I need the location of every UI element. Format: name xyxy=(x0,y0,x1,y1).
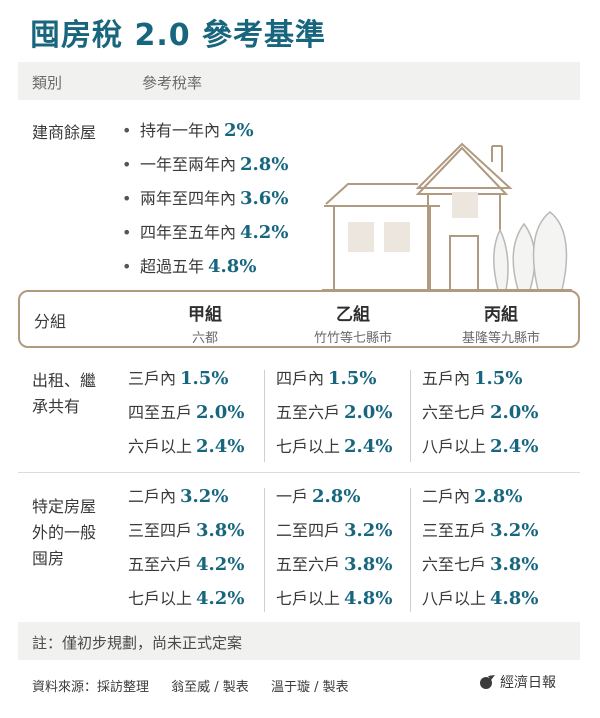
logo-mark-icon xyxy=(480,675,495,689)
list-item: 五至六戶 4.2% xyxy=(128,554,245,575)
list-item: 五至六戶 3.8% xyxy=(276,554,393,575)
house-illustration-icon xyxy=(322,142,572,290)
column-divider xyxy=(264,370,265,462)
group-b-name: 乙組 xyxy=(336,305,370,325)
note-band: 註：僅初步規劃，尚未正式定案 xyxy=(18,622,580,660)
rental-group-b-list: 四戶內 1.5% 五至六戶 2.0% 七戶以上 2.4% xyxy=(276,364,392,466)
builder-label: 建商餘屋 xyxy=(32,123,97,142)
group-header-box: 分組 甲組 六都 乙組 竹竹等七縣市 丙組 基隆等九縣市 xyxy=(18,290,580,348)
general-group-b-list: 一戶 2.8% 二至四戶 3.2% 五至六戶 3.8% 七戶以上 4.8% xyxy=(276,482,392,618)
list-item: 六至七戶 2.0% xyxy=(422,402,539,423)
note-text: 註：僅初步規劃，尚未正式定案 xyxy=(32,634,243,652)
column-divider xyxy=(264,488,265,612)
group-a-name: 甲組 xyxy=(188,305,222,325)
group-b-desc: 竹竹等七縣市 xyxy=(313,331,392,346)
publisher-logo: 經濟日報 xyxy=(478,672,556,692)
group-c-name: 丙組 xyxy=(484,305,518,325)
footer-credits: 資料來源：採訪整理 翁至威 / 製表 溫于璇 / 製表 xyxy=(32,676,367,695)
list-item: • 一年至兩年內 2.8% xyxy=(122,150,288,184)
list-item: 三至五戶 3.2% xyxy=(422,520,539,541)
table-header: 類別 參考稅率 xyxy=(18,62,580,100)
list-item: 四至五戶 2.0% xyxy=(128,402,245,423)
rental-group-a-list: 三戶內 1.5% 四至五戶 2.0% 六戶以上 2.4% xyxy=(128,364,244,466)
list-item: • 持有一年內 2% xyxy=(122,116,288,150)
column-divider xyxy=(410,370,411,462)
group-label: 分組 xyxy=(34,312,67,331)
rental-group-c-list: 五戶內 1.5% 六至七戶 2.0% 八戶以上 2.4% xyxy=(422,364,538,466)
header-category: 類別 xyxy=(32,74,63,92)
list-item: 七戶以上 4.2% xyxy=(128,588,245,609)
list-item: 三戶內 1.5% xyxy=(128,368,229,389)
general-group-a-list: 二戶內 3.2% 三至四戶 3.8% 五至六戶 4.2% 七戶以上 4.2% xyxy=(128,482,244,618)
general-label: 特定房屋 外的一般 囤房 xyxy=(32,497,97,568)
credit-1: 翁至威 / 製表 xyxy=(171,680,249,695)
group-c: 丙組 基隆等九縣市 xyxy=(426,300,576,346)
list-item: 六戶以上 2.4% xyxy=(128,436,245,457)
header-rate: 參考稅率 xyxy=(142,74,203,92)
bullet-icon: • xyxy=(122,155,132,174)
list-item: 五戶內 1.5% xyxy=(422,368,523,389)
bullet-icon: • xyxy=(122,121,132,140)
list-item: 三至四戶 3.8% xyxy=(128,520,245,541)
group-a: 甲組 六都 xyxy=(130,300,280,346)
credit-2: 溫于璇 / 製表 xyxy=(270,680,349,695)
group-a-desc: 六都 xyxy=(191,331,218,346)
list-item: 一戶 2.8% xyxy=(276,486,361,507)
list-item: • 四年至五年內 4.2% xyxy=(122,218,288,252)
section-divider xyxy=(18,472,580,473)
rental-label: 出租、繼 承共有 xyxy=(32,371,97,416)
builder-rate-list: • 持有一年內 2% • 一年至兩年內 2.8% • 兩年至四年內 3.6% • 四年至五年內… xyxy=(122,116,288,286)
list-item: 二戶內 3.2% xyxy=(128,486,229,507)
list-item: 二至四戶 3.2% xyxy=(276,520,393,541)
list-item: 八戶以上 4.8% xyxy=(422,588,539,609)
page-title: 囤房稅 2.0 參考基準 xyxy=(30,18,327,53)
bullet-icon: • xyxy=(122,257,132,276)
list-item: 八戶以上 2.4% xyxy=(422,436,539,457)
bullet-icon: • xyxy=(122,189,132,208)
list-item: • 兩年至四年內 3.6% xyxy=(122,184,288,218)
general-group-c-list: 二戶內 2.8% 三至五戶 3.2% 六至七戶 3.8% 八戶以上 4.8% xyxy=(422,482,538,618)
list-item: 七戶以上 2.4% xyxy=(276,436,393,457)
list-item: 二戶內 2.8% xyxy=(422,486,523,507)
group-c-desc: 基隆等九縣市 xyxy=(461,331,540,346)
list-item: • 超過五年 4.8% xyxy=(122,252,288,286)
list-item: 五至六戶 2.0% xyxy=(276,402,393,423)
bullet-icon: • xyxy=(122,223,132,242)
list-item: 四戶內 1.5% xyxy=(276,368,377,389)
list-item: 六至七戶 3.8% xyxy=(422,554,539,575)
list-item: 七戶以上 4.8% xyxy=(276,588,393,609)
group-b: 乙組 竹竹等七縣市 xyxy=(278,300,428,346)
column-divider xyxy=(410,488,411,612)
source-text: 資料來源：採訪整理 xyxy=(32,680,150,695)
logo-text: 經濟日報 xyxy=(500,675,556,691)
